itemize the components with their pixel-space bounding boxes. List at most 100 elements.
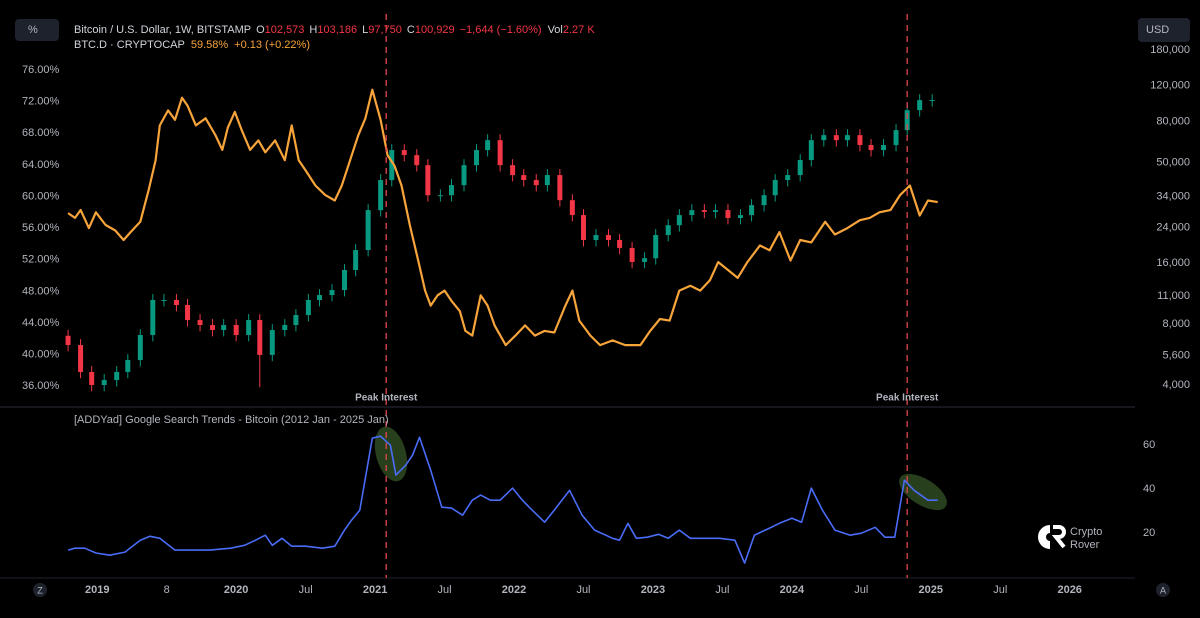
y-tick-label: 40.00%: [22, 349, 60, 361]
candle-body: [821, 135, 827, 141]
candle-body: [173, 300, 179, 306]
logo-icon: [1051, 525, 1066, 549]
annotation-label: Peak Interest: [876, 393, 939, 404]
candle-body: [89, 371, 95, 385]
candle-body: [665, 225, 671, 236]
candle-body: [125, 360, 131, 372]
dominance-line: [67, 88, 938, 347]
left-button-label[interactable]: Z: [37, 585, 43, 595]
candle-body: [185, 305, 191, 321]
ohlc-value: 102,573: [265, 24, 305, 36]
volume-key: Vol: [548, 24, 563, 36]
scale-button[interactable]: [15, 19, 59, 41]
candle-body: [497, 140, 503, 166]
x-tick-label: 2020: [224, 584, 248, 596]
candle-body: [642, 258, 648, 262]
candle-body: [329, 290, 335, 296]
candle-body: [342, 270, 348, 291]
candle-body: [617, 239, 623, 248]
candle-body: [917, 100, 923, 111]
x-tick-label: 2025: [919, 584, 943, 596]
candle-body: [929, 100, 935, 102]
candle-body: [269, 330, 275, 355]
ohlc-value: 103,186: [317, 24, 357, 36]
candle-body: [221, 325, 227, 331]
price-change: −1,644 (−1.60%): [460, 24, 542, 36]
candle-body: [510, 165, 516, 176]
candle-body: [808, 140, 814, 161]
y-tick-label: 56.00%: [22, 222, 60, 234]
candle-body: [868, 145, 874, 151]
currency-button[interactable]: [1138, 18, 1190, 42]
legend-main: Bitcoin / U.S. Dollar, 1W, BITSTAMP O102,…: [74, 24, 595, 36]
currency-button-label[interactable]: USD: [1146, 24, 1169, 36]
candle-body: [653, 235, 659, 259]
candle-body: [881, 145, 887, 151]
candle-body: [425, 165, 431, 196]
y2-tick-label: 180,000: [1150, 44, 1190, 56]
scale-button-label[interactable]: %: [28, 24, 38, 36]
candle-body: [893, 130, 899, 146]
x-tick-label: Jul: [993, 584, 1007, 596]
highlight-ellipse: [899, 473, 947, 511]
y2-tick-label: 8,000: [1162, 318, 1190, 330]
y-tick-label: 40: [1143, 483, 1155, 495]
candle-body: [365, 210, 371, 251]
x-tick-label: 2021: [363, 584, 387, 596]
y2-tick-label: 11,000: [1157, 290, 1190, 302]
y-tick-label: 52.00%: [22, 254, 60, 266]
candle-body: [389, 150, 395, 181]
y-tick-label: 60: [1143, 439, 1155, 451]
logo-text: Crypto: [1070, 526, 1102, 538]
candle-body: [676, 215, 682, 226]
candle-body: [101, 380, 107, 385]
y2-tick-label: 24,000: [1156, 221, 1190, 233]
y-tick-label: 36.00%: [22, 380, 60, 392]
x-tick-label: 2026: [1057, 584, 1081, 596]
candle-body: [474, 150, 480, 166]
candle-body: [378, 180, 384, 211]
y-tick-label: 72.00%: [22, 96, 60, 108]
x-tick-label: Jul: [854, 584, 868, 596]
candle-body: [593, 235, 599, 240]
candle-body: [797, 160, 803, 176]
candle-body: [521, 175, 527, 181]
annotation-label: Peak Interest: [355, 393, 418, 404]
candle-body: [569, 200, 575, 216]
candle-body: [544, 175, 550, 186]
candle-body: [785, 175, 791, 181]
y2-tick-label: 5,600: [1162, 349, 1190, 361]
candle-body: [533, 180, 539, 186]
y-tick-label: 44.00%: [22, 317, 60, 329]
y2-tick-label: 4,000: [1162, 379, 1190, 391]
x-tick-label: 2023: [641, 584, 665, 596]
candle-body: [749, 205, 755, 216]
ohlc-key: O: [256, 24, 265, 36]
candle-body: [161, 300, 167, 302]
ohlc-key: H: [309, 24, 317, 36]
indicator-title: [ADDYad] Google Search Trends - Bitcoin …: [74, 414, 389, 426]
ohlc-key: L: [362, 24, 368, 36]
y2-tick-label: 120,000: [1150, 80, 1190, 92]
auto-button-label[interactable]: A: [1160, 585, 1166, 595]
candle-body: [317, 295, 323, 301]
candle-body: [437, 195, 443, 197]
candle-body: [761, 195, 767, 206]
candle-body: [725, 210, 731, 219]
candle-body: [78, 345, 84, 372]
candle-body: [257, 320, 263, 355]
x-tick-label: 2024: [780, 584, 805, 596]
candle-body: [485, 140, 491, 151]
auto-button[interactable]: [1156, 583, 1170, 597]
y2-tick-label: 16,000: [1156, 257, 1190, 269]
y-tick-label: 48.00%: [22, 285, 60, 297]
left-button[interactable]: [33, 583, 47, 597]
candle-body: [904, 110, 910, 131]
y-tick-label: 76.00%: [22, 64, 60, 76]
y2-tick-label: 80,000: [1156, 115, 1190, 127]
candle-body: [137, 335, 143, 361]
candle-body: [557, 175, 563, 201]
trend-line: [67, 435, 938, 564]
y-tick-label: 64.00%: [22, 159, 60, 171]
x-tick-label: Jul: [576, 584, 590, 596]
